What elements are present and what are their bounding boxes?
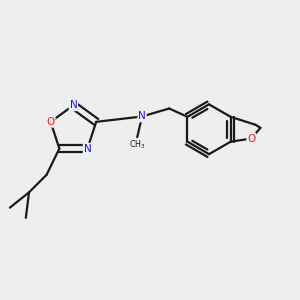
Text: N: N xyxy=(84,144,91,154)
Text: N: N xyxy=(70,100,77,110)
Text: CH$_3$: CH$_3$ xyxy=(129,139,146,151)
Text: O: O xyxy=(247,134,256,143)
Text: O: O xyxy=(46,117,55,127)
Text: N: N xyxy=(138,112,146,122)
